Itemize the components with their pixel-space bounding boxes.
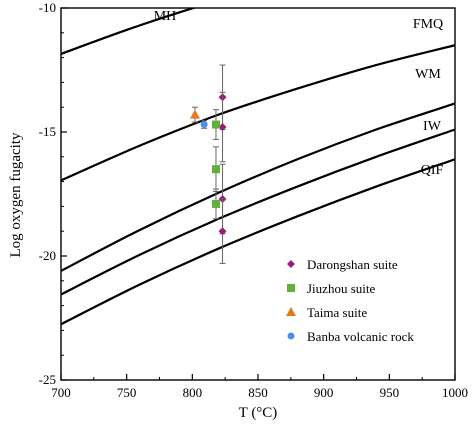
data-points — [189, 64, 227, 264]
legend: Darongshan suite Jiuzhou suite Taima suite… — [286, 257, 414, 344]
curve-label-fmq: FMQ — [413, 17, 443, 32]
y-tick-label: -20 — [39, 248, 56, 263]
y-tick-label: -25 — [39, 372, 56, 387]
data-point-darongshan-suite — [218, 227, 227, 236]
plot-frame — [60, 7, 456, 381]
plot-border — [60, 7, 456, 381]
legend-label-taima-suite: Taima suite — [307, 305, 367, 320]
x-tick-label: 700 — [51, 385, 71, 400]
curve-label-mh: MH — [154, 9, 177, 24]
x-tick-label: 850 — [248, 385, 268, 400]
y-tick-label: -10 — [39, 0, 56, 15]
x-tick-label: 750 — [117, 385, 137, 400]
axis-ticks: 700 750 800 850 900 950 1000 -10 -15 -20 -25 — [39, 0, 468, 400]
data-point-banba-volcanic-rock — [200, 121, 208, 129]
data-point-jiuzhou-suite — [211, 165, 220, 174]
buffer-curve-qif — [61, 158, 455, 326]
x-axis-title: T (°C) — [239, 405, 278, 421]
buffer-curve-fmq — [61, 44, 455, 182]
x-tick-label: 900 — [314, 385, 334, 400]
buffer-curve-mh — [61, 8, 198, 55]
x-tick-label: 1000 — [442, 385, 468, 400]
buffer-curve-wm — [61, 102, 455, 272]
x-tick-label: 950 — [380, 385, 400, 400]
x-tick-label: 800 — [183, 385, 203, 400]
data-point-darongshan-suite — [218, 123, 227, 132]
buffer-curves — [61, 8, 455, 326]
data-point-jiuzhou-suite — [211, 120, 220, 129]
legend-marker-jiuzhou-suite — [287, 284, 295, 292]
legend-marker-banba-volcanic-rock — [287, 332, 295, 340]
curve-label-qif: QIF — [421, 163, 444, 178]
curve-label-wm: WM — [415, 67, 441, 82]
data-point-taima-suite — [189, 109, 200, 119]
legend-label-jiuzhou-suite: Jiuzhou suite — [307, 281, 375, 296]
buffer-curve-iw — [61, 128, 455, 296]
data-point-jiuzhou-suite — [211, 199, 220, 208]
legend-marker-darongshan-suite — [287, 260, 295, 268]
legend-label-darongshan-suite: Darongshan suite — [307, 257, 398, 272]
y-tick-label: -15 — [39, 124, 56, 139]
curve-label-iw: IW — [423, 119, 442, 134]
legend-label-banba-volcanic-rock: Banba volcanic rock — [307, 329, 414, 344]
y-axis-title: Log oxygen fugacity — [8, 132, 24, 257]
legend-marker-taima-suite — [286, 307, 296, 316]
